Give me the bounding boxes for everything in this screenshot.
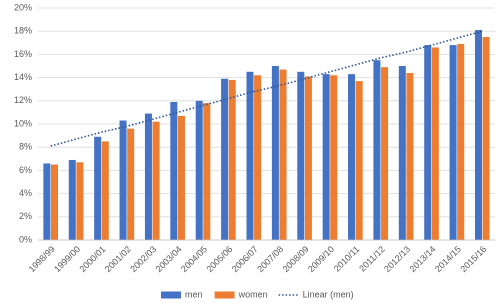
bar bbox=[43, 163, 51, 240]
bar bbox=[177, 115, 185, 240]
bar bbox=[424, 45, 432, 241]
x-tick-label: 2008/09 bbox=[281, 244, 311, 274]
bar bbox=[406, 72, 414, 241]
y-tick-label: 12% bbox=[14, 95, 32, 105]
bar bbox=[297, 71, 305, 240]
x-tick-label: 2014/15 bbox=[433, 244, 463, 274]
x-tick-label: 2006/07 bbox=[230, 244, 260, 274]
y-tick-label: 4% bbox=[19, 188, 32, 198]
x-tick-label: 2004/05 bbox=[179, 244, 209, 274]
x-tick-label: 2015/16 bbox=[458, 244, 488, 274]
bar bbox=[271, 66, 279, 240]
bar bbox=[152, 121, 160, 240]
legend-label: men bbox=[185, 289, 203, 299]
x-tick-label: 2009/10 bbox=[306, 244, 336, 274]
bar bbox=[170, 101, 178, 241]
bar bbox=[322, 74, 330, 241]
legend-swatch bbox=[214, 291, 235, 299]
y-tick-label: 2% bbox=[19, 211, 32, 221]
bar bbox=[355, 81, 363, 240]
bar bbox=[119, 120, 127, 240]
bar bbox=[246, 71, 254, 240]
legend-label: Linear (men) bbox=[303, 289, 354, 299]
bar bbox=[127, 128, 135, 240]
bar bbox=[254, 75, 262, 240]
x-tick-label: 2000/01 bbox=[77, 244, 107, 274]
y-tick-label: 6% bbox=[19, 165, 32, 175]
y-tick-label: 18% bbox=[14, 26, 32, 36]
bar bbox=[482, 37, 490, 240]
bar bbox=[279, 69, 287, 240]
bar bbox=[228, 79, 236, 240]
bar bbox=[94, 136, 102, 240]
legend-label: women bbox=[238, 289, 268, 299]
trend-line bbox=[50, 30, 483, 147]
x-tick-label: 2001/02 bbox=[103, 244, 133, 274]
bar bbox=[398, 66, 406, 240]
bar bbox=[381, 67, 389, 240]
y-tick-label: 8% bbox=[19, 142, 32, 152]
x-tick-label: 1999/00 bbox=[52, 244, 82, 274]
bar bbox=[431, 47, 439, 240]
y-tick-label: 16% bbox=[14, 49, 32, 59]
bar bbox=[373, 60, 381, 241]
bar bbox=[68, 159, 76, 240]
x-tick-label: 2010/11 bbox=[332, 244, 362, 274]
bar bbox=[457, 43, 465, 241]
x-tick-label: 2002/03 bbox=[128, 244, 158, 274]
bar bbox=[144, 113, 152, 240]
bar bbox=[474, 30, 483, 241]
x-tick-label: 2012/13 bbox=[382, 244, 412, 274]
x-tick-label: 2011/12 bbox=[357, 244, 387, 274]
bar bbox=[76, 162, 84, 240]
y-tick-label: 14% bbox=[14, 72, 32, 82]
y-tick-label: 10% bbox=[14, 118, 32, 128]
bar bbox=[203, 103, 211, 241]
x-tick-label: 1998/99 bbox=[27, 244, 57, 274]
bar bbox=[348, 74, 356, 241]
bar bbox=[449, 45, 457, 241]
x-tick-label: 2007/08 bbox=[255, 244, 285, 274]
bar bbox=[50, 164, 59, 240]
x-tick-label: 2005/06 bbox=[204, 244, 234, 274]
bar bbox=[195, 100, 203, 240]
y-tick-label: 0% bbox=[19, 234, 32, 244]
bar bbox=[221, 78, 229, 240]
bar bbox=[304, 76, 312, 240]
x-tick-label: 2013/14 bbox=[408, 244, 438, 274]
x-tick-label: 2003/04 bbox=[154, 244, 184, 274]
y-tick-label: 20% bbox=[14, 2, 32, 12]
bar bbox=[330, 75, 338, 240]
legend-swatch bbox=[161, 291, 181, 299]
bar bbox=[101, 141, 109, 240]
